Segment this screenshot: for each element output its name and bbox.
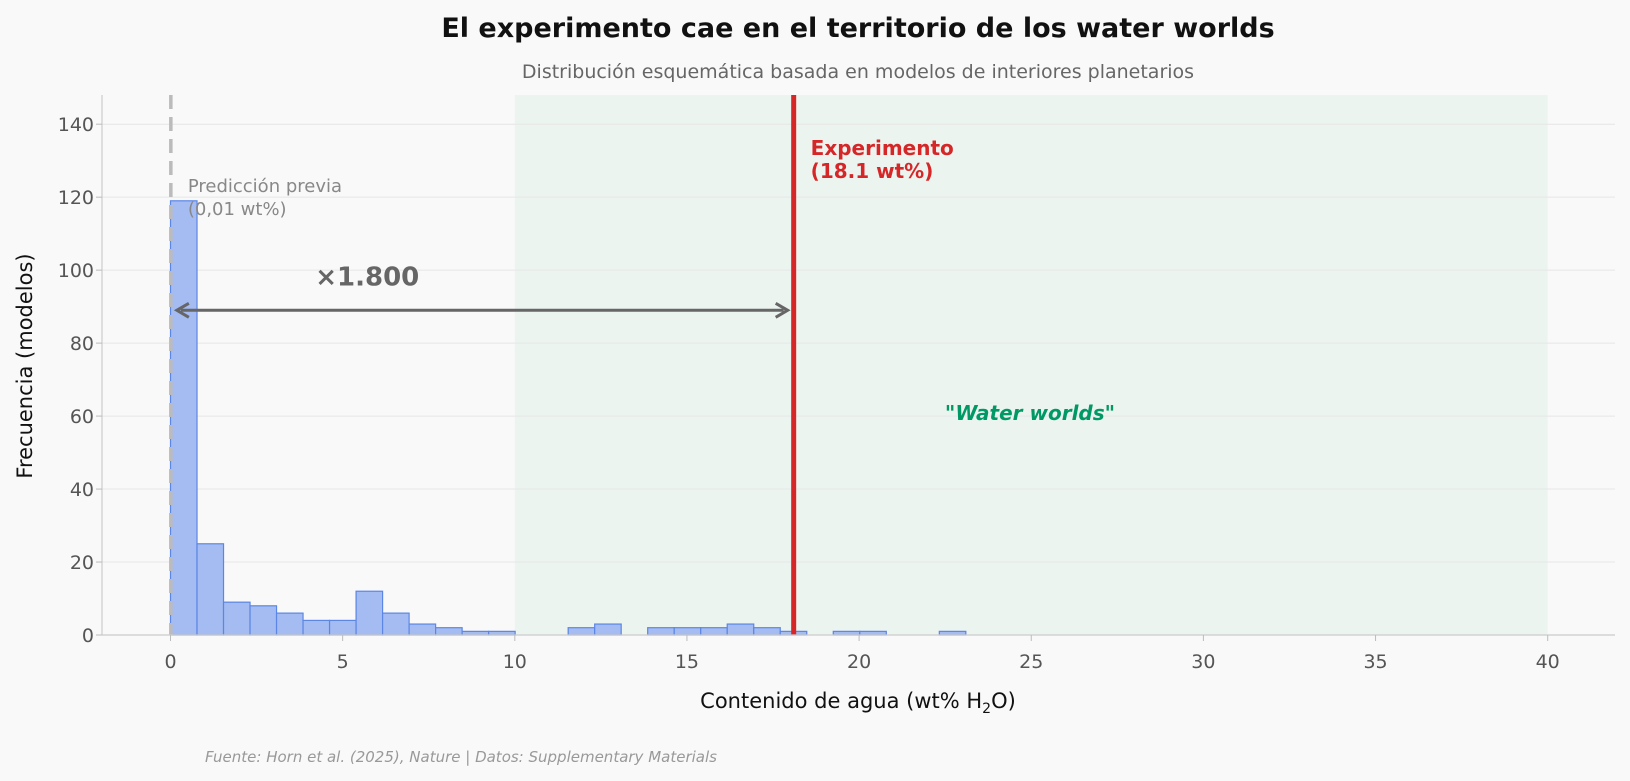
- y-tick-label: 80: [70, 333, 94, 355]
- histogram-bar: [169, 200, 198, 636]
- y-tick-label: 40: [70, 479, 94, 501]
- histogram-bar: [753, 627, 781, 636]
- histogram-bar: [726, 623, 755, 636]
- x-tick-label: 40: [1536, 651, 1560, 673]
- histogram-bar: [275, 612, 304, 636]
- histogram-bar: [302, 619, 331, 636]
- y-tick-label: 120: [58, 187, 94, 209]
- x-tick-label: 5: [337, 651, 349, 673]
- x-tick-label: 30: [1191, 651, 1215, 673]
- histogram-bar: [567, 627, 596, 636]
- x-tick-label: 10: [503, 651, 527, 673]
- histogram-bar: [647, 627, 675, 636]
- histogram-bar: [355, 590, 384, 636]
- y-tick-label: 60: [70, 406, 94, 428]
- plot-area: 0 5 10 15 20 25 30 35 40 0 20 40 60 80 100 120 140 ×1.800…: [58, 95, 1615, 673]
- source-note: Fuente: Horn et al. (2025), Nature | Dat…: [205, 748, 717, 766]
- x-tick-label: 20: [847, 651, 871, 673]
- previous-prediction-label: Predicción previa: [188, 176, 342, 197]
- histogram-bar: [435, 627, 463, 636]
- chart-subtitle: Distribución esquemática basada en model…: [522, 61, 1194, 83]
- y-axis-label: Frecuencia (modelos): [13, 253, 37, 478]
- arrow-head-right: [774, 301, 791, 319]
- histogram-bar: [381, 612, 410, 636]
- histogram-bar: [328, 619, 357, 636]
- previous-prediction-value: (0,01 wt%): [188, 199, 287, 220]
- x-axis-label: Contenido de agua (wt% H2O): [700, 689, 1016, 717]
- multiplier-label: ×1.800: [315, 262, 419, 292]
- experiment-value: (18.1 wt%): [811, 159, 934, 183]
- y-tick-label: 100: [58, 260, 94, 282]
- histogram-bar: [700, 627, 728, 636]
- x-tick-label: 25: [1019, 651, 1043, 673]
- histogram-bar: [408, 623, 437, 636]
- x-tick-label: 35: [1363, 651, 1387, 673]
- histogram-bar: [673, 627, 702, 636]
- y-tick-label: 0: [82, 625, 94, 647]
- histogram-bar: [196, 543, 225, 636]
- x-tick-label: 0: [164, 651, 176, 673]
- y-tick-label: 140: [58, 114, 94, 136]
- histogram-bar: [249, 605, 278, 636]
- x-tick-label: 15: [675, 651, 699, 673]
- arrow-head-left: [173, 301, 190, 319]
- histogram-bar: [222, 601, 251, 636]
- experiment-label: Experimento: [811, 136, 954, 160]
- water-worlds-region: [514, 95, 1548, 635]
- water-worlds-label: "Water worlds": [945, 401, 1115, 425]
- chart-title: El experimento cae en el territorio de l…: [441, 13, 1274, 44]
- histogram-bar: [594, 623, 622, 636]
- y-tick-label: 20: [70, 552, 94, 574]
